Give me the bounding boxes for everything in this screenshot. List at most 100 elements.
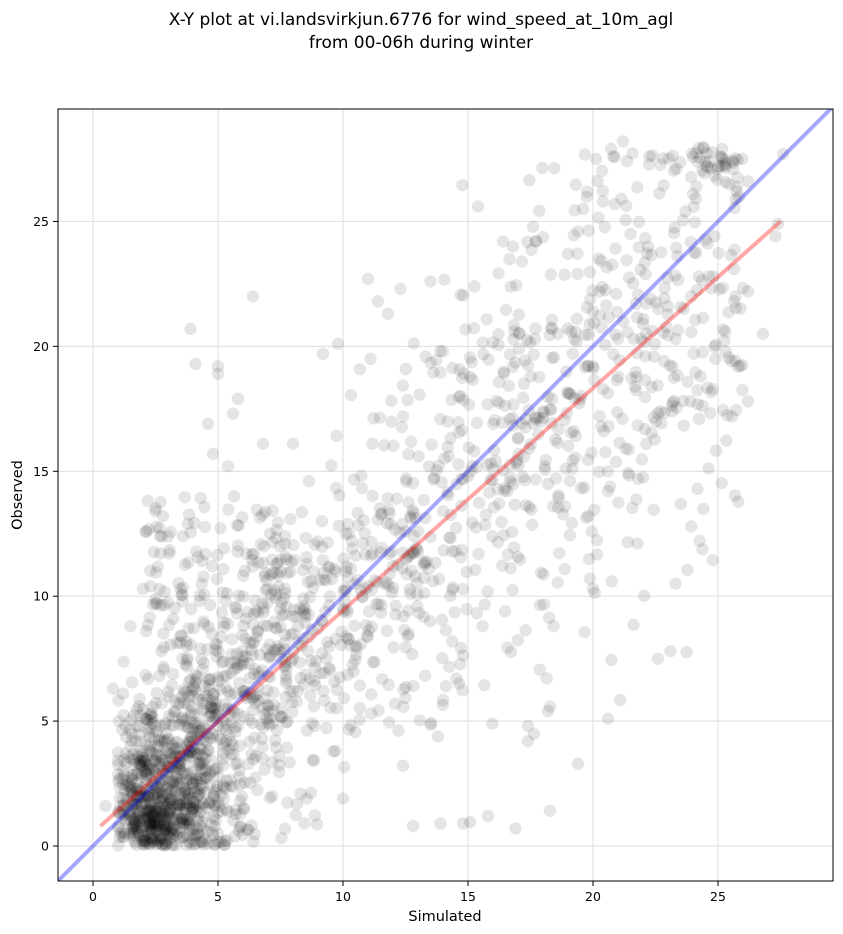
data-point [165, 838, 178, 851]
data-point [149, 805, 162, 818]
data-point [317, 566, 330, 579]
data-point [275, 711, 288, 724]
data-point [564, 426, 578, 439]
data-point [481, 809, 495, 823]
data-point [265, 553, 279, 566]
data-point [337, 692, 351, 705]
data-point [729, 301, 743, 315]
data-point [689, 146, 703, 160]
data-point [126, 795, 140, 808]
data-point [609, 328, 622, 341]
data-point [536, 231, 550, 244]
data-point [529, 473, 542, 486]
data-point [540, 672, 553, 685]
data-point [125, 786, 138, 799]
data-point [153, 801, 167, 814]
data-point [222, 743, 236, 756]
data-point [521, 235, 534, 249]
data-point [585, 446, 598, 460]
data-point [228, 687, 242, 700]
data-point [578, 625, 591, 639]
data-point [211, 719, 225, 733]
data-point [178, 490, 192, 504]
data-point [410, 541, 423, 554]
data-point [141, 762, 155, 776]
data-point [184, 705, 198, 719]
data-point [233, 676, 246, 690]
data-point [195, 653, 208, 666]
data-point [667, 226, 681, 240]
data-point [729, 290, 742, 303]
data-point [460, 602, 473, 616]
data-point [634, 332, 648, 346]
data-point [211, 548, 224, 562]
data-point [112, 805, 125, 819]
data-point [291, 684, 305, 698]
data-point [155, 837, 169, 851]
data-point [388, 697, 402, 710]
data-point [462, 398, 476, 411]
data-point [134, 735, 147, 748]
data-point [220, 669, 233, 682]
data-point [168, 705, 181, 718]
data-point [304, 654, 318, 668]
data-point [190, 747, 204, 760]
data-point [446, 583, 459, 597]
data-point [501, 484, 514, 498]
data-point [271, 556, 284, 570]
data-point [436, 698, 449, 712]
data-point [178, 745, 191, 758]
data-point [336, 792, 350, 805]
data-point [366, 437, 379, 450]
data-point [234, 659, 248, 672]
data-point [155, 773, 168, 787]
data-point [637, 335, 651, 349]
data-point [174, 756, 187, 770]
data-point [258, 763, 271, 776]
data-point [529, 235, 542, 248]
data-point [198, 500, 211, 514]
data-point [117, 754, 130, 767]
data-point [171, 798, 184, 812]
data-point [504, 475, 517, 488]
data-point [279, 587, 292, 600]
data-point [208, 819, 222, 833]
data-point [365, 620, 378, 634]
data-point [217, 655, 231, 668]
data-point [662, 152, 676, 165]
data-point [520, 333, 534, 347]
data-point [252, 665, 265, 679]
data-point [135, 766, 149, 780]
data-point [647, 350, 661, 363]
data-point [206, 694, 219, 707]
data-point [608, 197, 621, 211]
data-point [310, 818, 324, 831]
data-point [112, 820, 125, 833]
data-point [171, 806, 185, 820]
data-point [677, 302, 690, 316]
data-point [191, 811, 204, 824]
data-point [590, 534, 604, 547]
data-point [756, 327, 770, 341]
data-point [129, 734, 142, 748]
data-point [246, 692, 259, 705]
data-point [441, 415, 454, 428]
data-point [170, 828, 183, 841]
data-point [147, 754, 161, 768]
data-point [525, 503, 538, 516]
data-point [117, 655, 130, 668]
data-point [706, 553, 720, 567]
data-point [272, 765, 286, 779]
data-point [666, 405, 679, 418]
data-point [313, 573, 326, 587]
data-point [526, 518, 539, 531]
data-point [158, 823, 171, 836]
data-point [180, 829, 194, 842]
data-point [154, 829, 168, 843]
data-point [271, 640, 284, 653]
data-point [267, 644, 281, 658]
data-point [156, 808, 169, 821]
data-point [274, 565, 287, 578]
data-point [534, 566, 548, 579]
data-point [275, 653, 289, 666]
